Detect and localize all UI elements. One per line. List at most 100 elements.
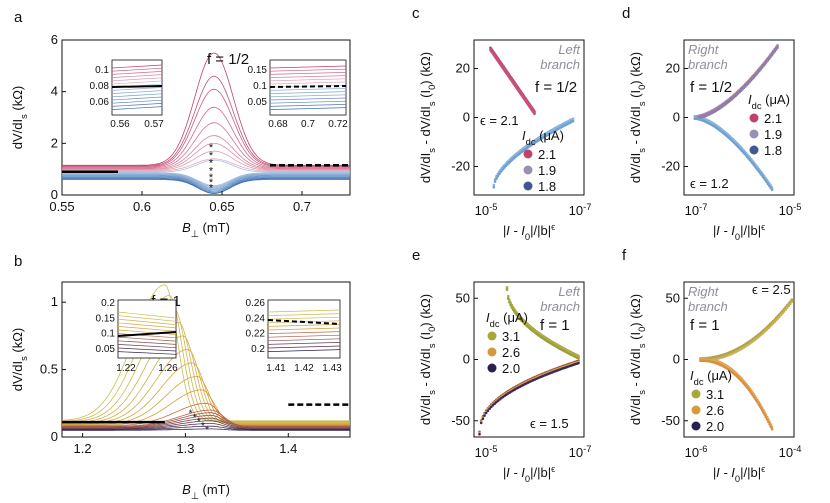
inset-curve (111, 71, 163, 75)
data-point (533, 112, 536, 116)
y-axis-label: dV/dIs - dV/dIs (I0) (kΩ) (418, 294, 437, 425)
data-point (772, 52, 775, 55)
data-point (483, 414, 486, 417)
inset-curve (111, 90, 163, 94)
inset-tick-label: 0.15 (248, 65, 268, 76)
legend-label: 2.6 (502, 345, 520, 360)
y-axis-label: dV/dIs - dV/dIs (I0) (kΩ) (628, 52, 647, 183)
tick-label: 0 (51, 429, 58, 444)
data-point (769, 55, 772, 59)
tick-label: 0 (463, 352, 470, 367)
data-point (758, 405, 762, 408)
label-part: -7 (583, 202, 591, 212)
inset-tick-label: 0.68 (268, 119, 288, 130)
label-part: |/|b| (740, 223, 761, 238)
data-point (774, 48, 778, 51)
label-part: ) (kΩ) (418, 52, 433, 85)
data-point (765, 418, 769, 421)
data-point (770, 188, 774, 192)
data-point (765, 61, 768, 64)
label-part: 0 (637, 85, 647, 90)
data-curve (62, 122, 350, 169)
label-part: dV/dI (10, 119, 25, 149)
data-point (481, 417, 485, 421)
tick-label: 1.2 (74, 441, 92, 456)
inset-curve (117, 322, 177, 329)
data-curve (62, 335, 350, 424)
label-part: -4 (793, 444, 801, 454)
label-part: I (486, 310, 490, 325)
inset-tick-label: 0.22 (246, 329, 266, 340)
inset-curve (269, 88, 347, 91)
panel-letter: f (622, 247, 627, 264)
axes-frame (61, 39, 351, 196)
legend-label: 2.1 (538, 147, 556, 162)
label-part: -5 (489, 444, 497, 454)
label-part: 10 (475, 203, 489, 218)
tick-label: 10-7 (569, 202, 592, 218)
data-curve (62, 322, 350, 423)
inset-tick-label: 0.1 (101, 329, 115, 340)
legend-marker (523, 181, 533, 191)
data-point (773, 50, 776, 53)
inset-curve (111, 80, 163, 85)
data-point (768, 184, 771, 188)
inset-curve (117, 347, 177, 352)
data-point (769, 186, 772, 190)
epsilon-label: ϵ = 2.5 (752, 282, 791, 297)
label-part: - dV/dI (628, 348, 643, 390)
inset-curve (269, 97, 347, 101)
label-part: |/|b| (530, 223, 551, 238)
inset-curve (117, 340, 177, 345)
label-part: I (522, 128, 526, 143)
label-part: (I (628, 332, 643, 344)
data-curve (62, 176, 350, 192)
epsilon-label: ϵ = 2.1 (480, 113, 519, 128)
critical-point-marker: * (205, 425, 209, 436)
data-curve (62, 389, 350, 426)
label-part: B (182, 482, 191, 497)
label-part: 0 (525, 232, 530, 242)
legend-marker (749, 129, 759, 139)
label-part: s (427, 343, 437, 348)
critical-point-marker: * (209, 165, 214, 177)
panel-title: f = 1 (690, 317, 720, 334)
inset-curve (117, 326, 177, 332)
inset-curve (111, 106, 163, 110)
data-point (756, 401, 759, 404)
x-axis-label: |I - I0|/|b|ϵ (503, 222, 555, 242)
label-part: -5 (793, 202, 801, 212)
data-point (489, 405, 493, 409)
tick-label: 20 (456, 61, 470, 76)
data-curve (62, 376, 350, 426)
data-point (759, 171, 762, 175)
label-part: s (637, 148, 647, 153)
label-part: -7 (583, 444, 591, 454)
label-part: 10 (685, 445, 699, 460)
x-axis-label: |I - I0|/|b|ϵ (713, 222, 765, 242)
inset-curve (269, 78, 347, 82)
critical-point-marker: * (209, 177, 214, 189)
inset-curve (111, 96, 163, 101)
data-curve (62, 106, 350, 168)
inset-curve (267, 324, 341, 327)
tick-label: 10-5 (779, 202, 802, 218)
inset-tick-label: 0.2 (101, 298, 115, 309)
tick-label: 1 (51, 294, 58, 309)
data-curve (62, 176, 350, 193)
data-curve (62, 173, 350, 189)
label-part: dV/dI (10, 361, 25, 391)
label-part: -5 (489, 202, 497, 212)
inset-tick-label: 0.2 (251, 344, 265, 355)
data-curve (62, 348, 350, 424)
label-part: s (19, 356, 29, 361)
label-part: s (637, 101, 647, 106)
inset-frame (267, 299, 341, 359)
data-curve (62, 428, 350, 431)
data-point (765, 180, 769, 184)
data-point (754, 399, 758, 402)
label-part: I (690, 368, 694, 383)
inset-tick-label: 0.7 (301, 119, 315, 130)
inset-curve (117, 329, 177, 335)
